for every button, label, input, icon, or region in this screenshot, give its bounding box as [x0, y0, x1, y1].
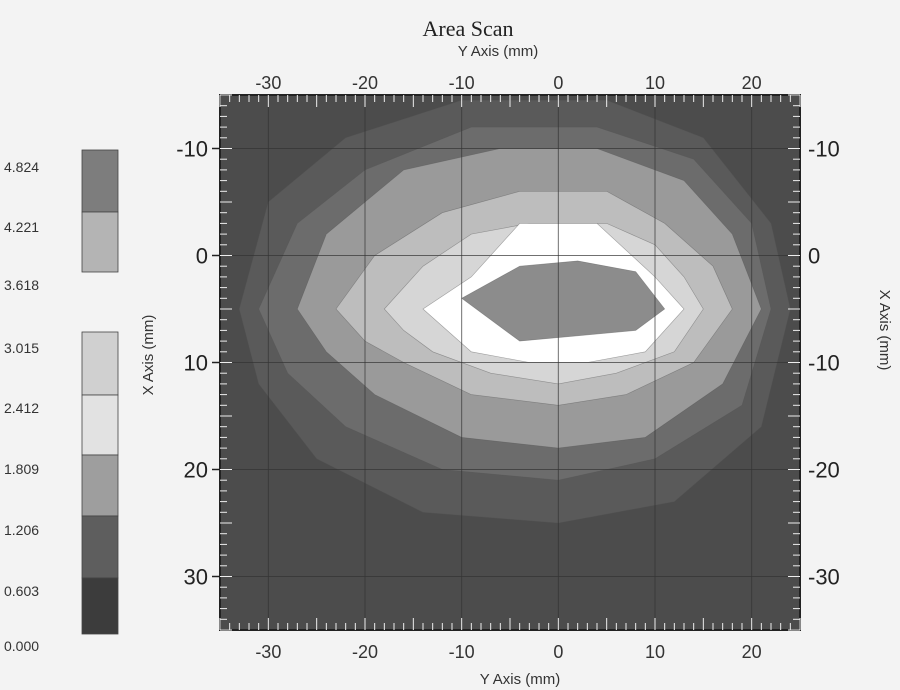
legend-label: 1.809: [4, 461, 39, 477]
y-tick-label-right: -30: [808, 565, 840, 590]
x-tick-label-top: -30: [255, 73, 281, 93]
legend-swatch: [81, 149, 119, 213]
legend-label: 1.206: [4, 522, 39, 538]
legend-label: 3.618: [4, 277, 39, 293]
x-tick-label-top: -20: [352, 73, 378, 93]
y-axis-label-left: X Axis (mm): [140, 315, 157, 396]
x-tick-label-top: 10: [645, 73, 665, 93]
legend-swatch: [81, 211, 119, 273]
x-tick-label-bottom: 0: [553, 642, 563, 662]
legend-swatch: [81, 515, 119, 579]
y-tick-label-left: 0: [196, 244, 208, 269]
chart-title: Area Scan: [422, 16, 513, 41]
legend-swatch: [81, 577, 119, 635]
legend-swatch: [81, 394, 119, 456]
y-tick-label-right: -10: [808, 137, 840, 162]
legend-label: 4.824: [4, 159, 39, 175]
legend-label: 0.603: [4, 583, 39, 599]
legend-swatch: [81, 331, 119, 396]
x-tick-label-bottom: 20: [742, 642, 762, 662]
y-tick-label-left: -10: [176, 137, 208, 162]
x-axis-label-bottom: Y Axis (mm): [480, 671, 561, 688]
x-tick-label-top: 0: [553, 73, 563, 93]
legend-label: 0.000: [4, 638, 39, 654]
x-tick-label-bottom: -20: [352, 642, 378, 662]
y-tick-label-right: 0: [808, 244, 820, 269]
x-tick-label-top: 20: [742, 73, 762, 93]
legend: 4.824 4.221 3.618 3.015 2.412 1.809 1.206 0.603…: [4, 149, 119, 654]
x-axis-label-top: Y Axis (mm): [458, 43, 539, 60]
y-tick-label-right: -10: [808, 351, 840, 376]
y-tick-label-left: 20: [184, 458, 208, 483]
legend-label: 2.412: [4, 400, 39, 416]
y-tick-label-right: -20: [808, 458, 840, 483]
legend-label: 3.015: [4, 340, 39, 356]
plot-area: -30 -30 -20 -20 -10 -10 0 0 10 10 20 20 -10 -10 0 0 10 -1…: [176, 73, 840, 662]
contour-band-6: [461, 260, 666, 342]
x-tick-label-bottom: -10: [449, 642, 475, 662]
legend-swatch: [81, 454, 119, 517]
y-tick-label-left: 10: [184, 351, 208, 376]
x-tick-label-top: -10: [449, 73, 475, 93]
x-tick-label-bottom: 10: [645, 642, 665, 662]
y-axis-label-right: X Axis (mm): [876, 290, 893, 371]
x-tick-label-bottom: -30: [255, 642, 281, 662]
y-tick-label-left: 30: [184, 565, 208, 590]
legend-label: 4.221: [4, 219, 39, 235]
